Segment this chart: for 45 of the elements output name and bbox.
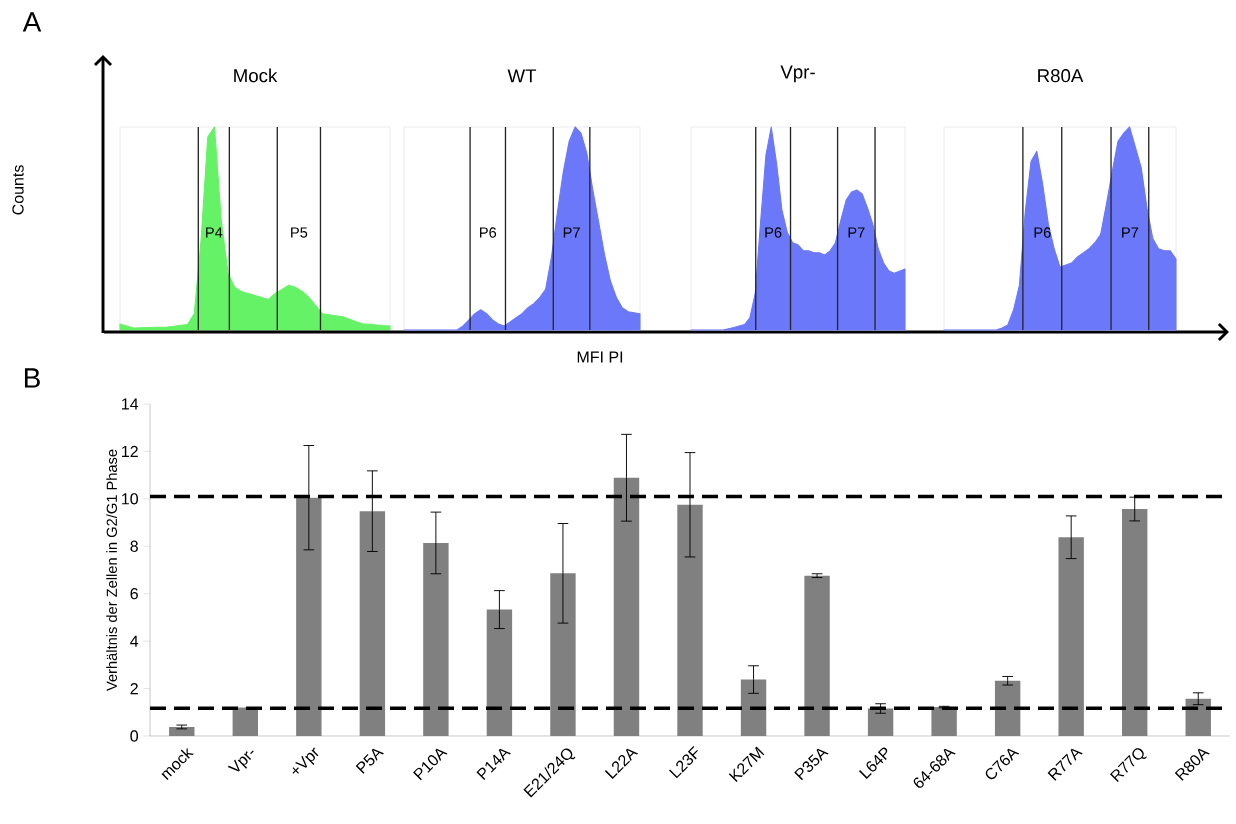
bar [1122,509,1148,736]
bar [232,707,258,736]
bar [677,504,703,736]
bar [423,542,449,736]
y-tick-label: 4 [130,635,139,647]
y-axis-title: Counts [12,165,24,215]
chart-title: R80A [1038,69,1084,83]
annotation: P7 [848,227,865,238]
annotation: P5 [291,227,308,238]
chart-title: Vpr- [780,65,815,83]
bar [613,477,640,736]
chart-title: WT [507,69,537,83]
y-tick-label: 14 [122,398,139,410]
text: B [24,368,40,388]
text: A [22,12,42,32]
annotation: P4 [206,227,223,238]
bar [867,708,894,736]
bar [1058,537,1084,736]
y-tick-label: 6 [130,588,138,600]
bar [804,575,830,736]
y-tick-label: 12 [122,445,138,457]
y-tick-label: 2 [130,682,138,695]
annotation: P7 [1122,227,1139,238]
x-tick-label: +Vpr [292,747,319,774]
x-axis-title: MFI PI [577,351,623,363]
annotation: P7 [563,227,580,238]
x-tick-label: P5A [355,748,384,774]
bar [359,511,386,736]
bar [296,497,322,736]
annotation: P6 [765,227,782,238]
annotation: P6 [480,227,497,238]
y-tick-label: 0 [130,730,139,742]
y-tick-label: 10 [122,493,139,505]
bar [931,707,957,736]
chart-title: Mock [234,68,278,83]
x-tick-label: Vpr- [227,750,254,772]
bar [994,680,1021,736]
y-tick-label: 8 [130,540,138,552]
y-axis-title: Verhältnis der Zellen in G2/G1 Phase [106,449,118,691]
bar [550,573,576,736]
bar [169,726,195,736]
bar [1185,698,1211,736]
bar [740,679,767,736]
bar [486,609,513,736]
annotation: P6 [1034,227,1051,238]
